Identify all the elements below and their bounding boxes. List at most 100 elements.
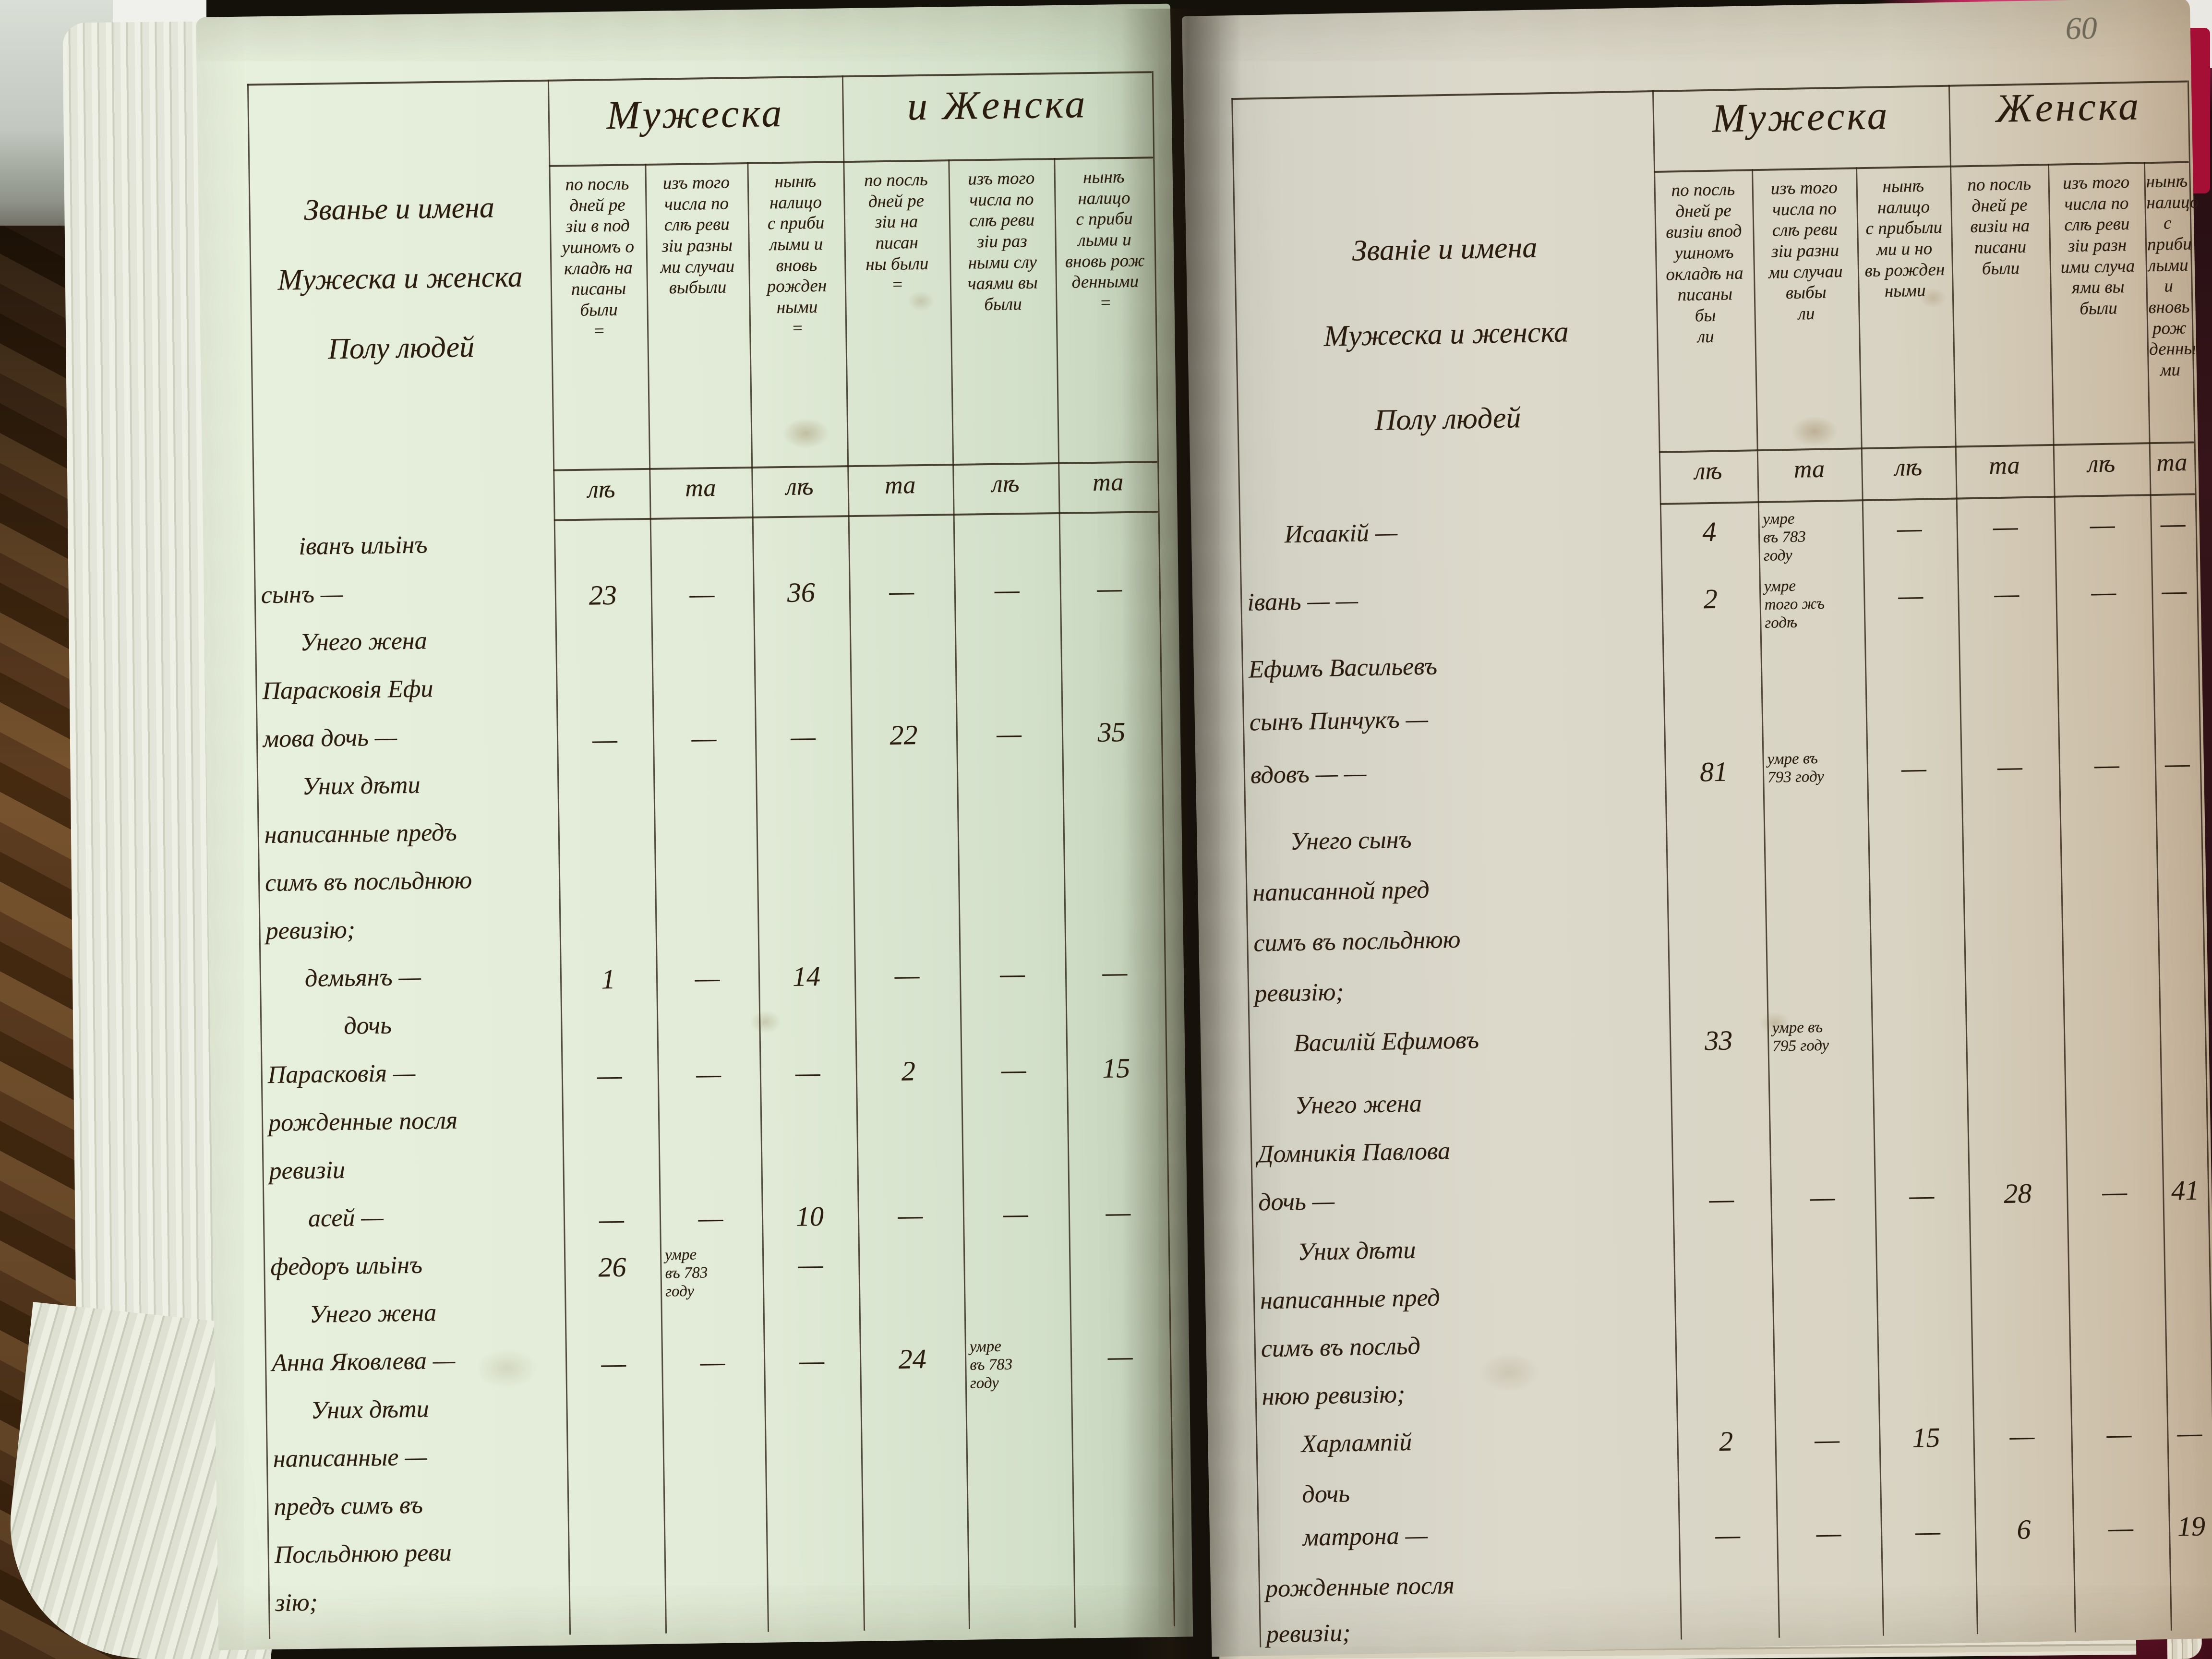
dash-cell: — [2160, 507, 2186, 539]
column-header: нынѣ налицо с приби лыми и вновь рож денны ми [2146, 171, 2199, 381]
dash-cell: — [790, 721, 816, 752]
column-header-line: зіи раз [977, 231, 1027, 252]
row-label: вдовъ — — [1250, 759, 1367, 789]
column-header-line: зіи на [875, 212, 918, 232]
dash-cell: — [1993, 510, 2019, 542]
column-header-line: писаны [1677, 284, 1733, 305]
column-header-line: числа по [1772, 198, 1837, 220]
row-label: написанной пред [1252, 876, 1430, 907]
column-header-line: числа по [969, 189, 1034, 210]
column-header-line: чаями вы [967, 273, 1038, 294]
age-cell: 2 [1719, 1425, 1733, 1457]
column-header-line: денны [2149, 338, 2196, 360]
dash-cell: — [2090, 508, 2116, 541]
dash-cell: — [1001, 1054, 1027, 1085]
note-line: умре въ [1767, 749, 1818, 768]
row-label: рожденные посля [268, 1106, 458, 1137]
dash-cell: — [691, 722, 717, 754]
dash-cell: — [1915, 1515, 1941, 1547]
row-label: Ефимъ Васильевъ [1248, 652, 1438, 684]
dash-cell: — [1814, 1423, 1840, 1455]
column-header-line: нынѣ [774, 171, 817, 192]
note-line: умре [1764, 577, 1796, 595]
age-cell: 4 [1702, 516, 1717, 548]
column-header-line: слѣ реви [664, 214, 730, 235]
column-header-line: лыми и [2148, 255, 2188, 296]
group-header-female: Женска [1995, 84, 2141, 131]
column-header-line: нынѣ [2146, 171, 2188, 192]
units-label: та [685, 474, 716, 502]
note-line: 795 году [1772, 1036, 1829, 1055]
column-header-line: ми случаи [660, 256, 735, 277]
units-label: та [884, 471, 916, 500]
note-cell: умре въ 783 году [1763, 509, 1862, 565]
dash-cell: — [889, 575, 914, 607]
dash-cell: — [700, 1346, 725, 1378]
column-header-line: налицо [1877, 197, 1930, 218]
column-header-line: писани [1974, 237, 2027, 258]
dash-cell: — [698, 1202, 723, 1234]
column-header: по посль дней ре визіи на писани были [1952, 173, 2048, 280]
column-header-line: ми и но [1876, 239, 1933, 260]
dash-cell: — [2102, 1176, 2128, 1208]
column-header-line: выбыли [669, 277, 727, 298]
row-label: Парасковія Ефи [262, 675, 433, 705]
column-header-line: по посль [864, 169, 928, 191]
units-label: лѣ [785, 473, 814, 501]
grid-line [549, 156, 1154, 167]
column-header-line: бы [1695, 305, 1716, 326]
row-label: Василій Ефимовъ [1293, 1026, 1479, 1058]
dash-cell: — [2009, 1419, 2035, 1452]
dash-cell: — [799, 1344, 825, 1376]
column-header-line: ны были [866, 253, 929, 275]
row-label: Домникія Павлова [1257, 1137, 1451, 1168]
age-cell: 33 [1704, 1024, 1733, 1057]
age-cell: 14 [792, 961, 821, 992]
column-header-line: по посль [1671, 179, 1735, 201]
column-header-line: слѣ реви [969, 210, 1035, 231]
column-header: нынѣ налицо с прибыли ми и но вь рожден ными [1858, 175, 1950, 302]
column-header-line: зіи разны [661, 235, 733, 256]
age-cell: 6 [2016, 1514, 2032, 1545]
units-label: та [2156, 448, 2188, 477]
units-label: та [1793, 455, 1825, 483]
column-header-line: кладѣ на [564, 257, 633, 278]
column-header-line: вновь [776, 255, 817, 276]
column-header-line: с прибыли [1865, 217, 1943, 239]
note-line: 793 году [1767, 768, 1825, 786]
column-header-line: ушномъ [1674, 242, 1734, 264]
units-label: лѣ [587, 475, 615, 504]
age-cell: 1 [601, 963, 616, 995]
right-title-column-heading: Званіе и имена Мужеска и женска Полу люд… [1234, 228, 1659, 491]
right-page: 60 Званіе и имена Мужеска и женска Полу … [1182, 0, 2212, 1657]
dash-cell: — [795, 1057, 821, 1088]
row-label: написанные пред [1260, 1284, 1441, 1315]
dash-cell: — [894, 959, 920, 991]
dash-cell: — [1715, 1519, 1741, 1551]
row-label: Уних дѣти [301, 771, 421, 801]
column-header-line: ми [2160, 360, 2181, 380]
title-line: Мужеска и женска [277, 260, 523, 297]
note-line: того жъ [1764, 595, 1825, 613]
row-label: Анна Яковлева — [271, 1346, 456, 1377]
units-label: лѣ [2087, 450, 2116, 478]
dash-cell: — [1708, 1183, 1734, 1215]
column-header-line: были [580, 300, 618, 320]
age-cell: 41 [2171, 1174, 2200, 1206]
column-header-line: ными [1884, 280, 1926, 301]
row-label: Парасковія — [267, 1059, 416, 1089]
note-line: въ 783 [970, 1356, 1013, 1374]
column-header-line: вь рожден [1864, 259, 1945, 281]
dash-cell: — [2164, 747, 2190, 779]
row-label: симъ въ посльднюю [264, 866, 472, 897]
row-label: написанные — [273, 1443, 427, 1473]
column-header-line: изъ того [1770, 178, 1838, 199]
row-label: нюю ревизію; [1262, 1380, 1406, 1411]
row-label: дочь [1301, 1480, 1350, 1508]
column-header-line: ными слу [968, 252, 1037, 273]
note-line: годѣ [1765, 613, 1798, 632]
title-line: Полу людей [1374, 401, 1521, 437]
row-label: симъ въ посльд [1261, 1332, 1421, 1363]
